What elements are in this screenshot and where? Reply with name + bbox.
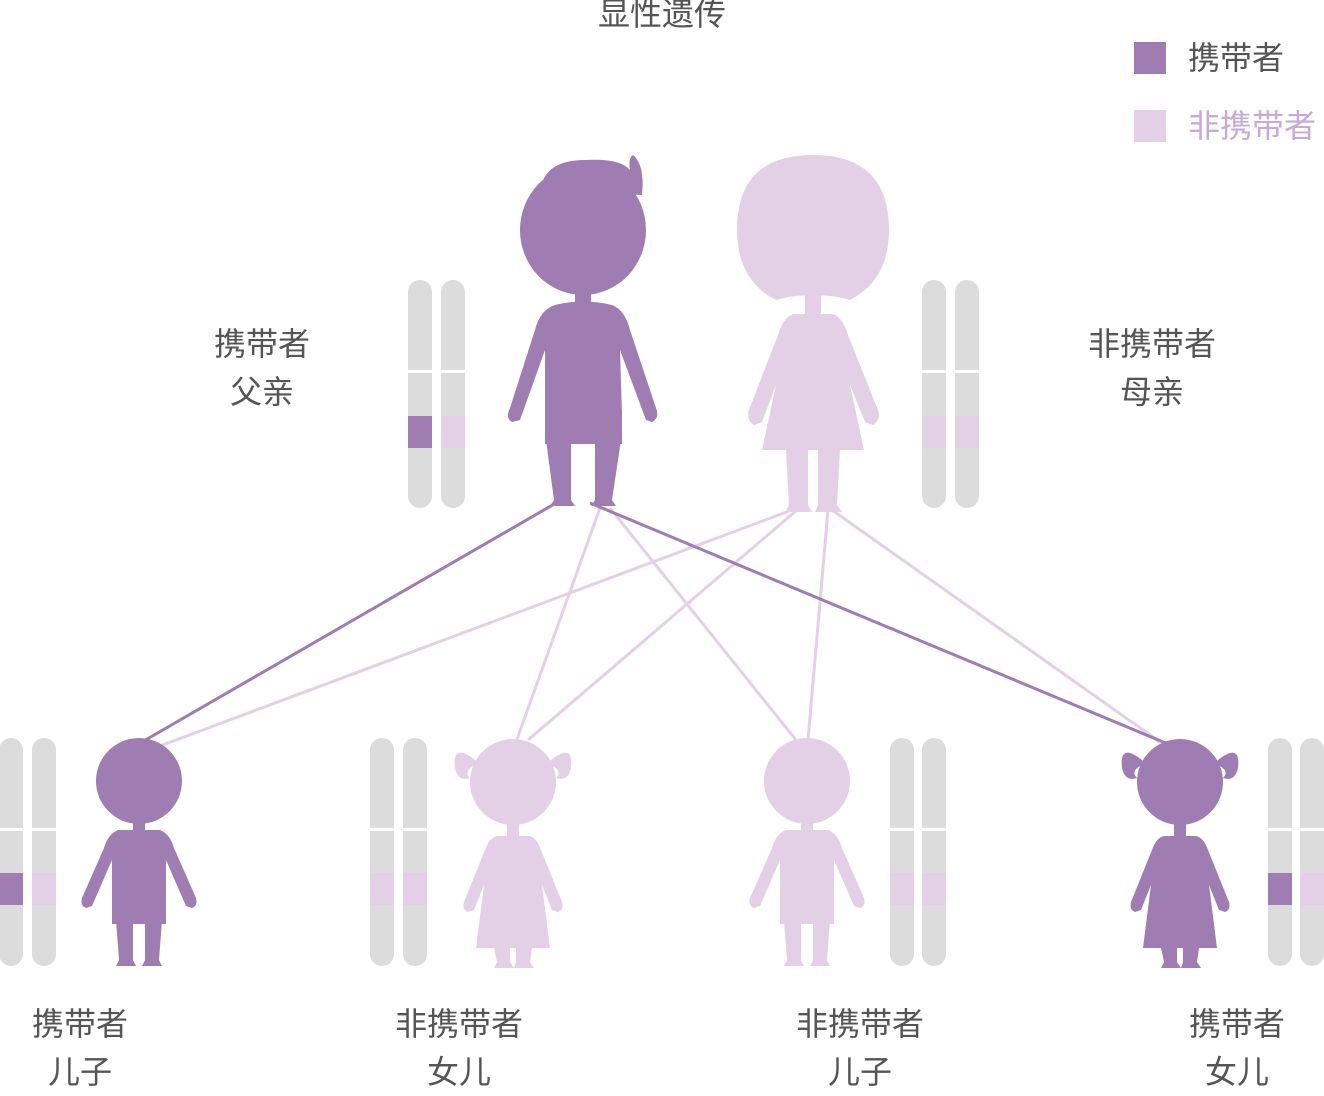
line-father-light-to-son2	[608, 507, 798, 741]
mother-role-label: 母亲	[1119, 373, 1184, 411]
mother-status-label: 非携带者	[1087, 325, 1216, 363]
line-mother-to-son2	[806, 509, 830, 741]
child3-role-label: 儿子	[827, 1053, 892, 1091]
legend-carrier: 携带者	[1134, 36, 1284, 80]
father-carrier-lines	[141, 501, 1169, 746]
child2-status-label: 非携带者	[394, 1005, 523, 1043]
child1-role-label: 儿子	[47, 1053, 112, 1091]
father-noncarrier-lines	[514, 507, 798, 743]
legend-carrier-swatch	[1134, 42, 1166, 74]
father-chromosomes	[408, 280, 465, 508]
legend-non-carrier-swatch	[1134, 110, 1166, 142]
line-mother-to-daughter2	[831, 508, 1161, 744]
mother-figure	[737, 155, 889, 512]
child4-chromosomes	[1268, 738, 1324, 966]
legend-non-carrier-label: 非携带者	[1188, 107, 1317, 145]
child2-chromosomes	[370, 738, 427, 966]
line-father-to-daughter2	[589, 501, 1169, 746]
child1-son-figure	[81, 738, 197, 966]
father-gene-carrier-band	[408, 416, 432, 448]
father-figure	[507, 155, 658, 506]
child2-daughter-figure	[454, 739, 572, 968]
child4-status-label: 携带者	[1188, 1005, 1285, 1043]
child1-status-label: 携带者	[31, 1005, 128, 1043]
mother-chromosomes	[922, 280, 979, 508]
legend-carrier-label: 携带者	[1188, 39, 1285, 77]
father-role-label: 父亲	[229, 373, 294, 411]
line-father-to-son1	[141, 501, 557, 744]
mother-inheritance-lines	[159, 508, 1161, 748]
child4-role-label: 女儿	[1204, 1053, 1269, 1091]
father-status-label: 携带者	[213, 325, 310, 363]
child3-status-label: 非携带者	[795, 1005, 924, 1043]
diagram-title: 显性遗传	[597, 0, 726, 33]
line-mother-to-son1	[159, 508, 793, 748]
child1-chromosomes	[0, 738, 56, 966]
child2-role-label: 女儿	[426, 1053, 491, 1091]
father-gene-normal-band	[441, 416, 465, 448]
line-father-light-to-daughter1	[514, 507, 602, 743]
line-mother-to-daughter1	[527, 508, 798, 742]
child3-son-figure	[749, 738, 865, 966]
child4-daughter-figure	[1121, 739, 1239, 968]
legend-non-carrier: 非携带者	[1134, 104, 1316, 148]
child3-chromosomes	[890, 738, 946, 966]
